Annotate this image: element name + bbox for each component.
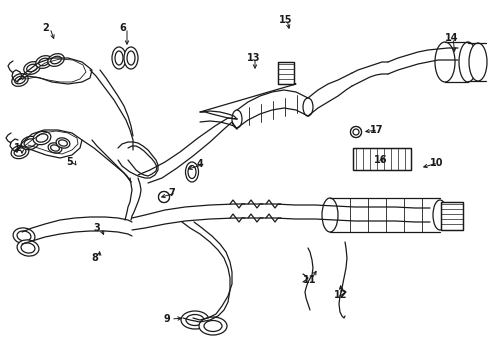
Ellipse shape bbox=[124, 47, 138, 69]
Bar bbox=[440, 202, 462, 230]
Ellipse shape bbox=[36, 56, 52, 68]
Text: 3: 3 bbox=[93, 223, 100, 233]
Text: 9: 9 bbox=[163, 314, 169, 324]
Ellipse shape bbox=[231, 110, 242, 128]
Ellipse shape bbox=[56, 138, 70, 148]
Text: 4: 4 bbox=[197, 159, 203, 169]
Ellipse shape bbox=[350, 126, 361, 138]
Ellipse shape bbox=[468, 43, 486, 81]
Ellipse shape bbox=[48, 143, 62, 153]
Text: 8: 8 bbox=[91, 253, 98, 263]
Text: 6: 6 bbox=[119, 23, 125, 33]
Text: 1: 1 bbox=[14, 143, 20, 153]
Ellipse shape bbox=[17, 240, 39, 256]
Ellipse shape bbox=[303, 98, 312, 116]
Ellipse shape bbox=[14, 148, 26, 156]
Text: 7: 7 bbox=[168, 188, 174, 198]
Circle shape bbox=[350, 126, 361, 138]
Ellipse shape bbox=[432, 200, 446, 230]
Circle shape bbox=[158, 192, 169, 202]
Text: 10: 10 bbox=[429, 158, 443, 168]
Text: 17: 17 bbox=[369, 125, 383, 135]
Ellipse shape bbox=[112, 47, 126, 69]
Text: 2: 2 bbox=[42, 23, 49, 33]
Bar bbox=[352, 148, 410, 170]
Text: 15: 15 bbox=[279, 15, 292, 25]
Ellipse shape bbox=[434, 42, 454, 82]
Ellipse shape bbox=[51, 56, 61, 64]
Text: 16: 16 bbox=[373, 155, 386, 165]
Ellipse shape bbox=[11, 145, 29, 159]
Text: 5: 5 bbox=[66, 157, 73, 167]
Ellipse shape bbox=[36, 134, 48, 142]
Text: 14: 14 bbox=[444, 33, 458, 43]
Text: 13: 13 bbox=[246, 53, 260, 63]
Ellipse shape bbox=[24, 139, 36, 147]
Text: 12: 12 bbox=[333, 290, 347, 300]
Ellipse shape bbox=[15, 76, 25, 84]
Ellipse shape bbox=[21, 136, 39, 150]
Ellipse shape bbox=[33, 131, 51, 145]
Ellipse shape bbox=[39, 58, 49, 66]
Ellipse shape bbox=[181, 311, 208, 329]
Ellipse shape bbox=[158, 192, 169, 202]
Ellipse shape bbox=[13, 228, 35, 244]
Bar bbox=[278, 62, 293, 84]
Ellipse shape bbox=[48, 54, 64, 66]
Ellipse shape bbox=[458, 42, 476, 82]
Ellipse shape bbox=[199, 317, 226, 335]
Text: 11: 11 bbox=[303, 275, 316, 285]
Ellipse shape bbox=[321, 198, 337, 232]
Ellipse shape bbox=[185, 162, 198, 182]
Ellipse shape bbox=[24, 62, 40, 75]
Ellipse shape bbox=[27, 64, 37, 72]
Ellipse shape bbox=[12, 74, 28, 86]
